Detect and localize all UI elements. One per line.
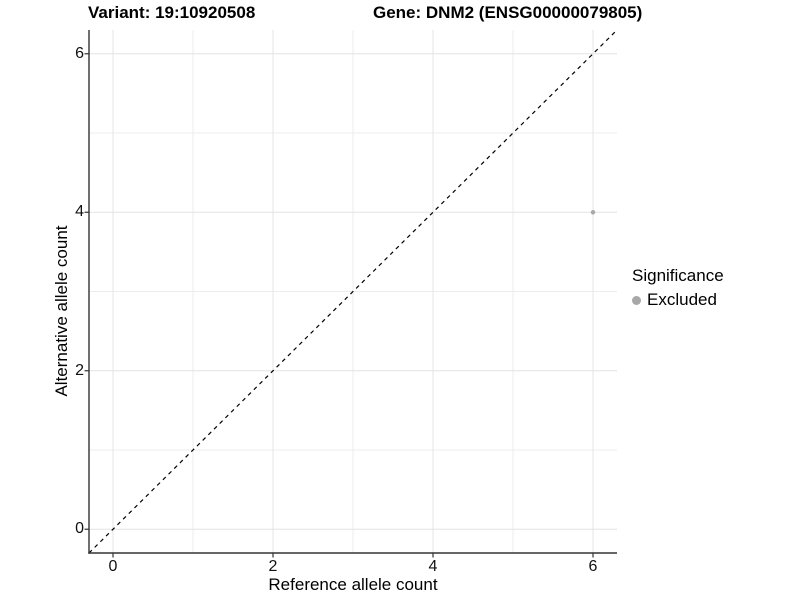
x-tick-label: 2 [268,558,278,575]
plot-title-variant: Variant: 19:10920508 [88,3,256,22]
legend-key-point-icon [632,295,641,305]
y-axis-title: Alternative allele count [52,225,71,397]
y-tick-label: 4 [75,203,84,221]
data-point [590,210,596,215]
y-tick-label: 2 [75,361,84,379]
legend-title: Significance [632,266,724,285]
y-tick-label: 6 [75,44,84,62]
x-tick-label: 4 [428,558,438,575]
plot-title-gene: Gene: DNM2 (ENSG00000079805) [373,3,643,22]
legend-item-label: Excluded [647,290,717,309]
legend-item-excluded: Excluded [632,290,724,310]
identity-reference-line [88,29,618,554]
legend: Significance Excluded [632,266,724,310]
x-axis-title: Reference allele count [268,575,438,594]
x-tick-label: 6 [588,558,598,575]
y-tick-label: 0 [75,520,84,538]
x-tick-label: 0 [108,558,118,575]
